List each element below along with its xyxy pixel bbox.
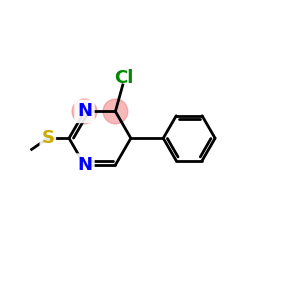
Text: N: N bbox=[77, 156, 92, 174]
Text: Cl: Cl bbox=[115, 69, 134, 87]
Circle shape bbox=[72, 99, 97, 124]
Circle shape bbox=[103, 99, 128, 124]
Text: S: S bbox=[41, 129, 54, 147]
Text: N: N bbox=[77, 102, 92, 120]
